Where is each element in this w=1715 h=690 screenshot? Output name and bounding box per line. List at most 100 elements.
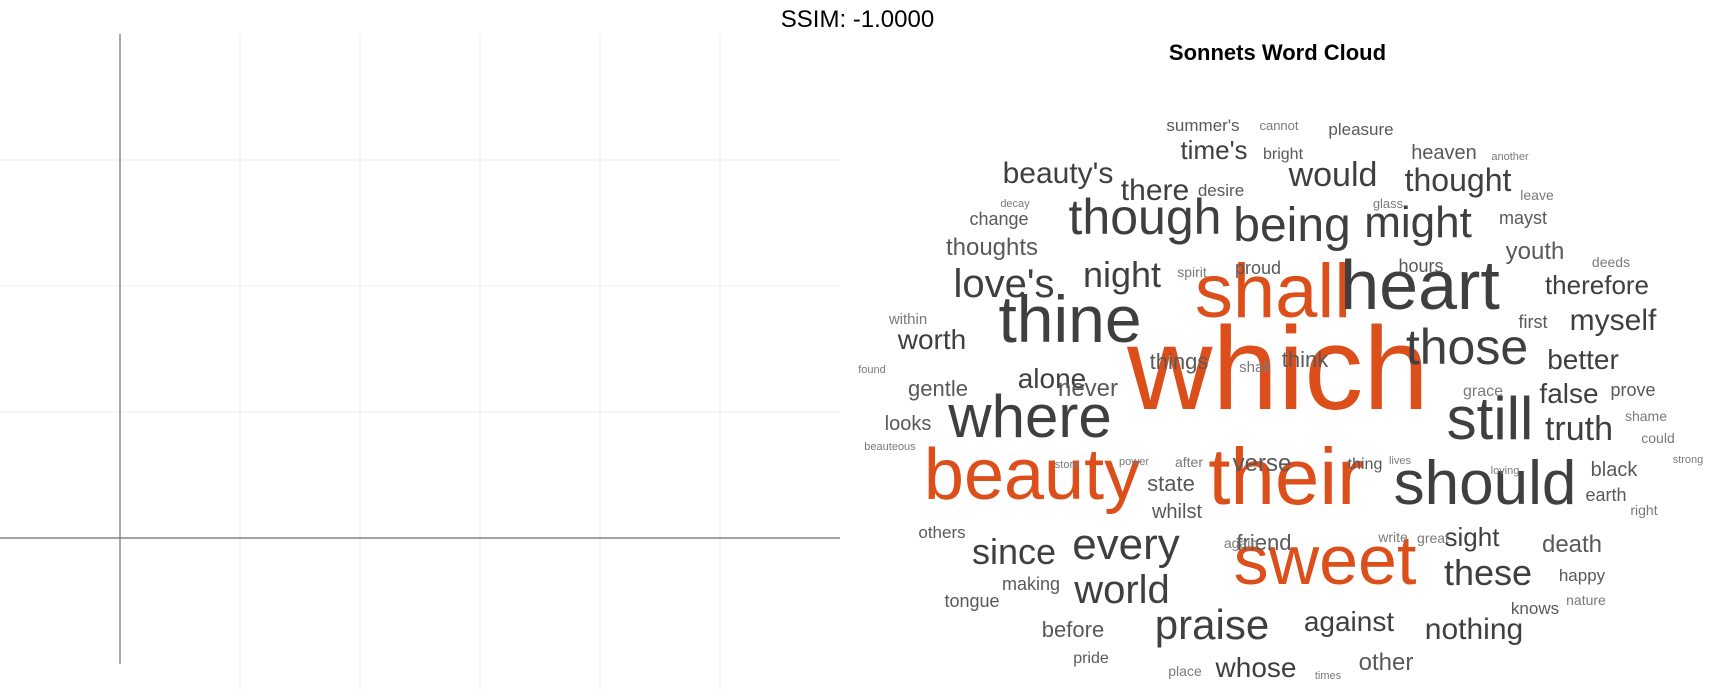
word-praise: praise [1155,601,1269,648]
word-those: those [1406,319,1528,375]
word-therefore: therefore [1545,270,1649,300]
word-should: should [1394,449,1577,518]
word-power: power [1119,456,1149,468]
word-grace: grace [1463,383,1503,400]
word-night: night [1083,254,1161,295]
word-shall: shall [1195,249,1351,334]
empty-plot-grid [0,34,840,690]
word-happy: happy [1559,566,1606,585]
word-mayst: mayst [1499,208,1547,228]
word-shame: shame [1625,408,1667,424]
word-there: there [1121,174,1189,207]
word-strong: strong [1673,454,1704,466]
word-since: since [972,531,1056,572]
word-loving: loving [1491,465,1520,477]
word-thought: thought [1405,162,1512,198]
word-things: things [1150,349,1209,374]
word-nature: nature [1566,592,1606,608]
word-store: store [1055,459,1079,471]
word-before: before [1042,617,1104,642]
word-pleasure: pleasure [1328,120,1393,139]
word-summer-s: summer's [1166,116,1239,135]
word-making: making [1002,574,1060,594]
word-times: times [1315,670,1342,682]
word-prove: prove [1610,380,1655,400]
word-knows: knows [1511,599,1559,618]
word-better: better [1547,344,1619,375]
word-other: other [1359,649,1414,676]
word-proud: proud [1235,258,1281,278]
word-sight: sight [1445,522,1501,552]
word-where: where [947,383,1111,450]
word-within: within [888,311,927,328]
word-alone: alone [1018,363,1087,394]
word-still: still [1447,385,1534,452]
word-another: another [1491,151,1529,163]
word-thing: thing [1348,456,1383,473]
word-though: though [1069,189,1222,245]
word-pride: pride [1073,650,1109,667]
word-desire: desire [1198,181,1244,200]
word-verse: verse [1233,450,1292,477]
word-leave: leave [1520,187,1554,203]
word-cloud-panel: which their shall beauty sweet heart thine shou… [840,34,1715,690]
word-glass: glass [1373,196,1404,211]
word-their: their [1208,432,1364,521]
word-beauty: beauty [924,435,1140,515]
word-whose: whose [1215,652,1297,683]
word-could: could [1641,430,1674,446]
word-right: right [1630,502,1657,518]
word-these: these [1444,552,1532,593]
word-thoughts: thoughts [946,234,1038,261]
word-hours: hours [1398,256,1443,276]
word-write: write [1377,529,1408,545]
word-being: being [1233,199,1350,252]
ssim-label: SSIM: -1.0000 [780,6,935,33]
word-change: change [969,209,1028,229]
word-heart: heart [1340,246,1500,324]
word-never: never [1058,375,1118,402]
word-against: against [1304,606,1395,637]
word-death: death [1542,531,1602,558]
word-looks: looks [885,413,932,435]
word-think: think [1282,347,1329,372]
word-myself: myself [1570,304,1657,337]
word-love-s: love's [953,262,1054,306]
word-truth: truth [1545,410,1613,448]
word-time-s: time's [1180,135,1247,165]
word-might: might [1364,198,1472,247]
word-thine: thine [998,282,1141,356]
word-first: first [1519,312,1548,332]
word-false: false [1539,378,1598,409]
word-lives: lives [1389,455,1412,467]
word-beauty-s: beauty's [1003,157,1114,190]
word-black: black [1591,459,1639,481]
word-sweet: sweet [1234,521,1417,599]
word-great: great [1417,530,1449,546]
word-youth: youth [1506,238,1565,265]
word-earth: earth [1585,485,1626,505]
word-whilst: whilst [1151,501,1202,523]
word-deeds: deeds [1592,254,1630,270]
word-worth: worth [897,324,966,355]
word-after: after [1175,454,1203,470]
word-world: world [1073,568,1170,612]
word-tongue: tongue [944,591,999,611]
word-others: others [918,523,965,542]
word-nothing: nothing [1425,613,1523,646]
word-again: again [1224,535,1258,551]
word-every: every [1072,520,1180,569]
word-spirit: spirit [1177,264,1207,280]
word-friend: friend [1236,530,1291,555]
word-shalt: shalt [1239,359,1272,376]
word-beauteous: beauteous [864,441,916,453]
word-decay: decay [1000,198,1030,210]
word-place: place [1168,663,1202,679]
word-state: state [1147,471,1195,496]
word-which: which [1126,303,1429,435]
word-bright: bright [1263,146,1304,163]
chart-title: Sonnets Word Cloud [1168,40,1387,65]
word-heaven: heaven [1411,142,1477,164]
empty-plot-panel [0,34,840,690]
